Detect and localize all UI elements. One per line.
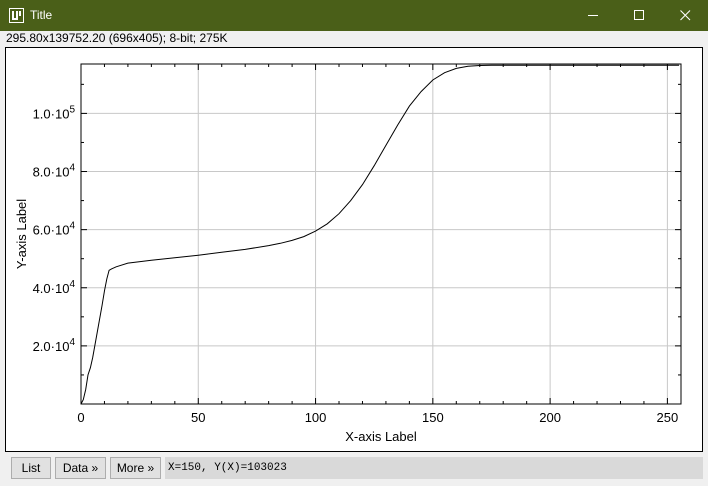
status-readout: X=150, Y(X)=103023 bbox=[165, 457, 703, 479]
x-tick-label: 200 bbox=[539, 410, 561, 425]
close-button[interactable] bbox=[662, 0, 708, 31]
y-tick-label: 2.0·104 bbox=[33, 337, 76, 354]
maximize-icon bbox=[634, 10, 644, 20]
x-axis-label: X-axis Label bbox=[345, 429, 417, 444]
x-tick-label: 250 bbox=[657, 410, 679, 425]
list-button[interactable]: List bbox=[11, 457, 51, 479]
x-tick-label: 50 bbox=[191, 410, 205, 425]
image-info: 295.80x139752.20 (696x405); 8-bit; 275K bbox=[6, 31, 228, 45]
y-tick-label: 8.0·104 bbox=[33, 163, 76, 180]
title-bar[interactable]: Title bbox=[0, 0, 708, 31]
minimize-icon bbox=[588, 15, 598, 16]
x-tick-label: 150 bbox=[422, 410, 444, 425]
x-tick-label: 100 bbox=[305, 410, 327, 425]
series-line bbox=[80, 64, 680, 405]
window-title: Title bbox=[30, 8, 53, 22]
minimize-button[interactable] bbox=[570, 0, 616, 31]
more-button[interactable]: More » bbox=[110, 457, 161, 479]
plot-canvas[interactable]: 0 50 100 150 200 250 2.0·104 4.0·104 6.0·104 8.0·… bbox=[5, 47, 703, 452]
x-tick-label: 0 bbox=[77, 410, 84, 425]
y-tick-label: 4.0·104 bbox=[33, 279, 76, 296]
maximize-button[interactable] bbox=[616, 0, 662, 31]
y-tick-label: 1.0·105 bbox=[33, 104, 76, 121]
imagej-icon bbox=[9, 8, 24, 23]
close-icon bbox=[680, 10, 691, 21]
data-button[interactable]: Data » bbox=[55, 457, 106, 479]
plot-area-border bbox=[80, 63, 682, 405]
y-tick-label: 6.0·104 bbox=[33, 221, 76, 238]
plot-svg: 0 50 100 150 200 250 2.0·104 4.0·104 6.0·104 8.0·… bbox=[14, 63, 682, 444]
y-axis-label: Y-axis Label bbox=[14, 199, 29, 269]
